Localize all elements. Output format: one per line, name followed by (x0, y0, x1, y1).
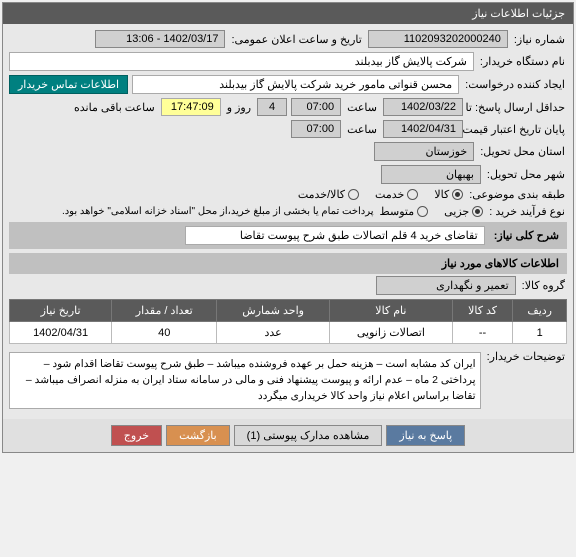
deadline-label: حداقل ارسال پاسخ: تا تاریخ: (467, 101, 567, 114)
cat-opt2[interactable]: خدمت (375, 188, 418, 201)
city-value: بهبهان (381, 165, 481, 184)
exit-button[interactable]: خروج (111, 425, 162, 446)
cat-opt3[interactable]: کالا/خدمت (298, 188, 359, 201)
category-radios: کالا خدمت کالا/خدمت (298, 188, 463, 201)
validity-label: پایان تاریخ اعتبار قیمت: تا تاریخ: (467, 123, 567, 136)
items-table: ردیف کد کالا نام کالا واحد شمارش تعداد /… (9, 299, 567, 344)
table-header-row: ردیف کد کالا نام کالا واحد شمارش تعداد /… (10, 300, 567, 322)
buyer-value: شرکت پالایش گاز بیدبلند (9, 52, 474, 71)
process-radios: جزیی متوسط (380, 205, 484, 218)
remain-value: 17:47:09 (161, 98, 221, 116)
col-qty: تعداد / مقدار (112, 300, 217, 322)
proc-opt2[interactable]: متوسط (380, 205, 429, 218)
need-no-label: شماره نیاز: (512, 33, 567, 46)
province-value: خوزستان (374, 142, 474, 161)
time-label-1: ساعت (345, 101, 379, 114)
need-no-value: 1102093202000240 (368, 30, 508, 48)
process-note: پرداخت تمام یا بخشی از مبلغ خرید،از محل … (60, 206, 376, 217)
col-code: کد کالا (452, 300, 513, 322)
col-row: ردیف (513, 300, 567, 322)
group-value: تعمیر و نگهداری (376, 276, 516, 295)
time-label-2: ساعت (345, 123, 379, 136)
buyer-desc-value: ایران کد مشابه است – هزینه حمل بر عهده ف… (9, 352, 481, 409)
category-label: طبقه بندی موضوعی: (467, 188, 567, 201)
days-label: روز و (225, 101, 253, 114)
deadline-date: 1402/03/22 (383, 98, 463, 116)
footer-buttons: پاسخ به نیاز مشاهده مدارک پیوستی (1) باز… (3, 419, 573, 452)
contact-button[interactable]: اطلاعات تماس خریدار (9, 75, 128, 94)
table-row[interactable]: 1 -- اتصالات زانویی عدد 40 1402/04/31 (10, 322, 567, 344)
buyer-label: نام دستگاه خریدار: (478, 55, 567, 68)
summary-section: شرح کلی نیاز: تقاضای خرید 4 قلم اتصالات … (9, 222, 567, 249)
days-value: 4 (257, 98, 287, 116)
cat-opt1[interactable]: کالا (434, 188, 463, 201)
col-date: تاریخ نیاز (10, 300, 112, 322)
creator-label: ایجاد کننده درخواست: (463, 78, 567, 91)
panel-body: شماره نیاز: 1102093202000240 تاریخ و ساع… (3, 24, 573, 419)
attachments-button[interactable]: مشاهده مدارک پیوستی (1) (234, 425, 383, 446)
validity-time: 07:00 (291, 120, 341, 138)
creator-value: محسن قنواتی مامور خرید شرکت پالایش گاز ب… (132, 75, 459, 94)
respond-button[interactable]: پاسخ به نیاز (386, 425, 465, 446)
col-unit: واحد شمارش (217, 300, 330, 322)
announce-value: 1402/03/17 - 13:06 (95, 30, 225, 48)
buyer-desc-label: توضیحات خریدار: (485, 350, 567, 363)
deadline-time: 07:00 (291, 98, 341, 116)
main-panel: جزئیات اطلاعات نیاز شماره نیاز: 11020932… (2, 2, 574, 453)
back-button[interactable]: بازگشت (166, 425, 230, 446)
city-label: شهر محل تحویل: (485, 168, 567, 181)
col-name: نام کالا (329, 300, 452, 322)
group-label: گروه کالا: (520, 279, 567, 292)
panel-title: جزئیات اطلاعات نیاز (3, 3, 573, 24)
summary-value: تقاضای خرید 4 قلم اتصالات طبق شرح پیوست … (185, 226, 485, 245)
remain-label: ساعت باقی مانده (72, 101, 157, 114)
announce-label: تاریخ و ساعت اعلان عمومی: (229, 33, 363, 46)
summary-label: شرح کلی نیاز: (494, 230, 559, 242)
province-label: استان محل تحویل: (478, 145, 567, 158)
proc-opt1[interactable]: جزیی (444, 205, 483, 218)
process-label: نوع فرآیند خرید : (487, 205, 567, 218)
validity-date: 1402/04/31 (383, 120, 463, 138)
items-header: اطلاعات کالاهای مورد نیاز (9, 253, 567, 274)
